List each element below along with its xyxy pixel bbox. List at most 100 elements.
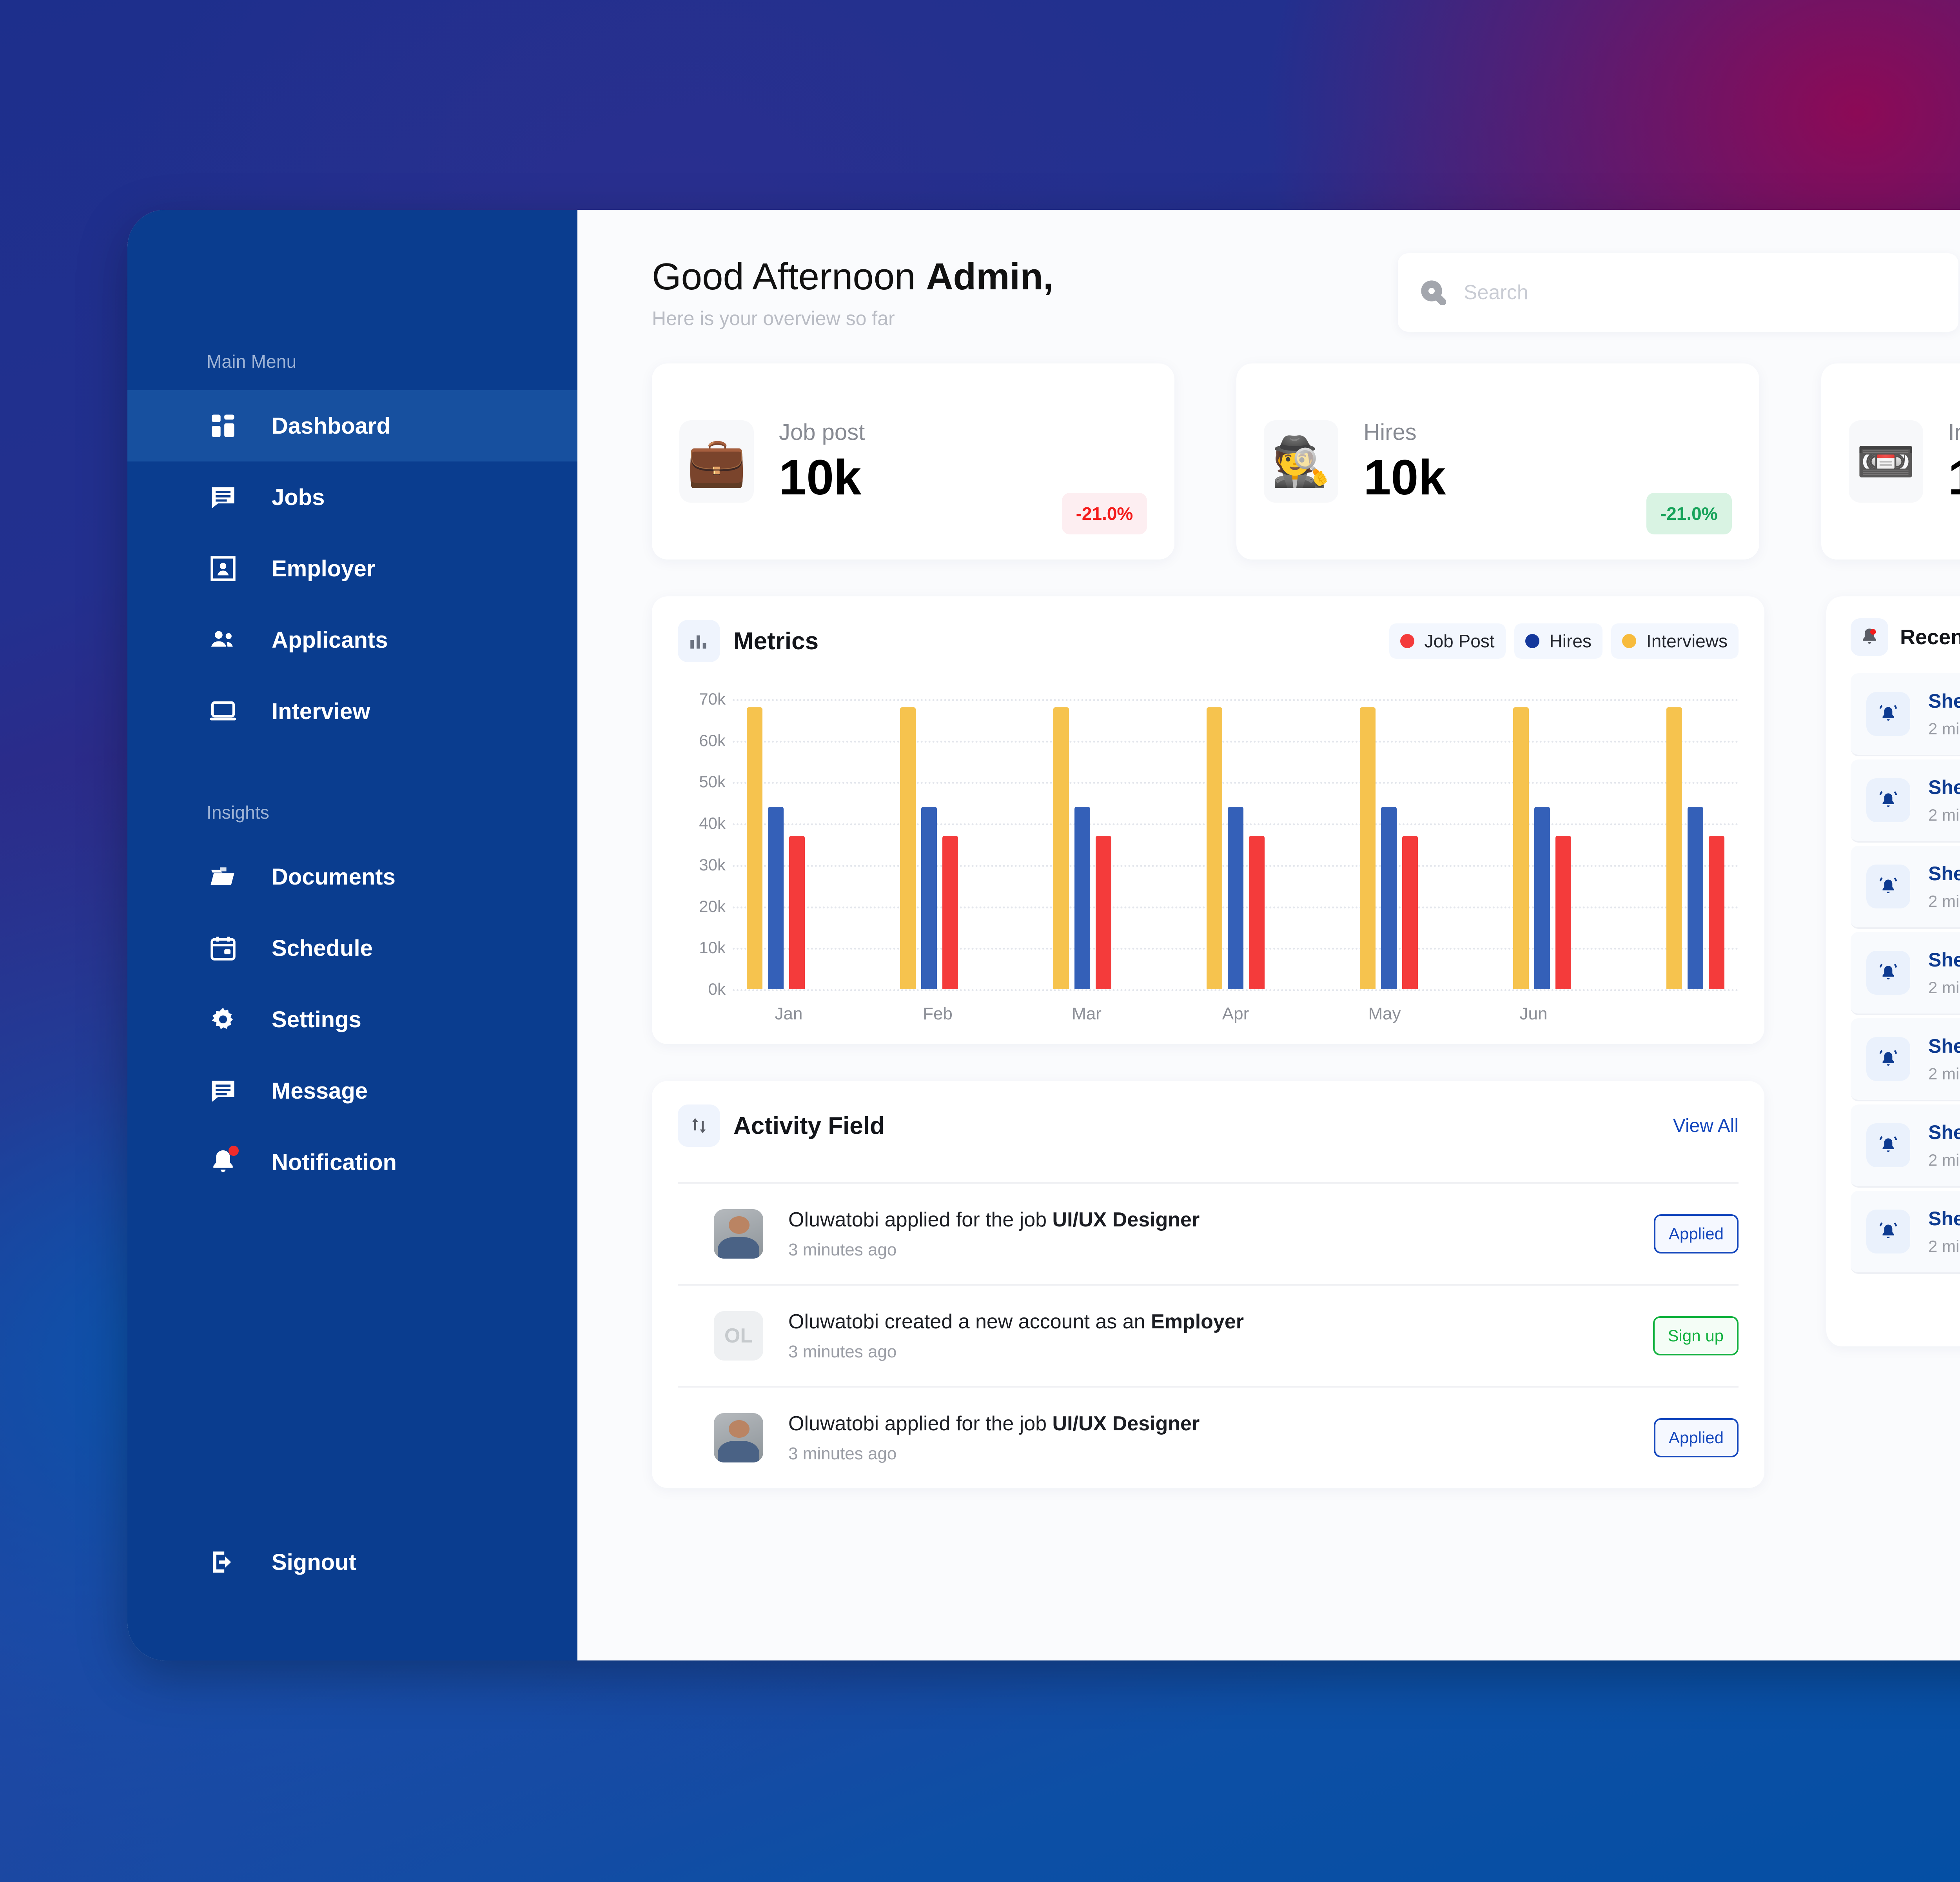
search-input[interactable] — [1463, 281, 1936, 304]
stat-emoji-icon: 💼 — [679, 420, 754, 503]
sidebar-item-applicants[interactable]: Applicants — [127, 604, 577, 676]
notification-text: Shell Just Posted a job 2 mins ago — [1928, 1207, 1960, 1256]
status-badge[interactable]: Sign up — [1653, 1316, 1739, 1355]
notification-badge-dot — [229, 1146, 239, 1156]
notification-text: Shell Just Posted a job 2 mins ago — [1928, 1121, 1960, 1170]
activity-title-text: Oluwatobi applied for the job UI/UX Desi… — [788, 1208, 1200, 1231]
notification-row[interactable]: Shell Just Posted a job 2 mins ago — [1851, 1191, 1960, 1274]
bar[interactable] — [1228, 807, 1243, 989]
notification-row[interactable]: Shell Just Posted a job 2 mins ago — [1851, 1104, 1960, 1188]
y-axis-tick: 0k — [708, 980, 726, 998]
search-icon — [1421, 280, 1446, 305]
bar[interactable] — [1402, 836, 1418, 989]
activity-title: Activity Field — [733, 1112, 885, 1139]
sidebar-item-jobs[interactable]: Jobs — [127, 461, 577, 533]
activity-title-text: Oluwatobi applied for the job UI/UX Desi… — [788, 1412, 1200, 1435]
bar[interactable] — [1074, 807, 1090, 989]
bar[interactable] — [1666, 707, 1682, 989]
y-axis-tick: 20k — [699, 897, 726, 916]
sidebar-item-interview[interactable]: Interview — [127, 676, 577, 747]
stat-label: Interviews — [1948, 420, 1960, 445]
notification-row[interactable]: Shell Just Posted a job 2 mins ago — [1851, 673, 1960, 756]
bar[interactable] — [768, 807, 784, 989]
bar[interactable] — [1555, 836, 1571, 989]
bar[interactable] — [1709, 836, 1724, 989]
bar[interactable] — [1053, 707, 1069, 989]
bar[interactable] — [1381, 807, 1397, 989]
notification-row[interactable]: Shell Just Posted a job 2 mins ago — [1851, 1018, 1960, 1101]
activity-row[interactable]: Oluwatobi applied for the job UI/UX Desi… — [678, 1182, 1739, 1284]
notification-row[interactable]: Shell Just Posted a job 2 mins ago — [1851, 932, 1960, 1015]
sidebar-item-documents[interactable]: Documents — [127, 841, 577, 912]
bar[interactable] — [1534, 807, 1550, 989]
greeting-name: Admin, — [926, 256, 1054, 298]
people-icon — [204, 621, 242, 659]
stat-value: 10k — [779, 450, 862, 505]
bar[interactable] — [789, 836, 805, 989]
status-badge[interactable]: Applied — [1653, 1214, 1739, 1253]
bar-groups — [733, 699, 1739, 989]
activity-list: Oluwatobi applied for the job UI/UX Desi… — [678, 1182, 1739, 1488]
notifications-header: Recent Notification Delete All — [1851, 618, 1960, 656]
sidebar-item-message[interactable]: Message — [127, 1055, 577, 1126]
sidebar-item-signout[interactable]: Signout — [127, 1526, 577, 1598]
activity-timestamp: 3 minutes ago — [788, 1342, 897, 1361]
activity-timestamp: 3 minutes ago — [788, 1240, 897, 1259]
signout-icon — [204, 1543, 242, 1581]
bar[interactable] — [942, 836, 958, 989]
x-axis-tick: Mar — [1072, 1004, 1102, 1023]
sidebar-item-notification[interactable]: Notification — [127, 1126, 577, 1198]
bell-alert-icon — [1851, 618, 1888, 656]
legend-item[interactable]: Interviews — [1611, 623, 1739, 659]
bar[interactable] — [900, 707, 916, 989]
bar[interactable] — [921, 807, 937, 989]
legend-item[interactable]: Hires — [1514, 623, 1602, 659]
bar[interactable] — [1360, 707, 1376, 989]
legend-color-dot — [1525, 634, 1539, 648]
page-subtitle: Here is your overview so far — [652, 307, 895, 329]
bar-group — [1513, 699, 1571, 989]
notification-title: Shell Just Posted a job — [1928, 1208, 1960, 1230]
activity-row[interactable]: Oluwatobi applied for the job UI/UX Desi… — [678, 1386, 1739, 1488]
notification-text: Shell Just Posted a job 2 mins ago — [1928, 948, 1960, 997]
bar[interactable] — [1688, 807, 1703, 989]
notification-text: Shell Just Posted a job 2 mins ago — [1928, 862, 1960, 911]
notification-timestamp: 2 mins ago — [1928, 1237, 1960, 1255]
x-axis-tick: Feb — [923, 1004, 953, 1023]
bar[interactable] — [1513, 707, 1529, 989]
sidebar-item-label: Schedule — [272, 935, 373, 961]
sidebar-item-settings[interactable]: Settings — [127, 984, 577, 1055]
legend-label: Interviews — [1646, 631, 1728, 651]
legend-item[interactable]: Job Post — [1389, 623, 1506, 659]
notification-text: Shell Just Posted a job 2 mins ago — [1928, 776, 1960, 825]
gear-icon — [204, 1001, 242, 1038]
activity-timestamp: 3 minutes ago — [788, 1444, 897, 1463]
activity-view-all-link[interactable]: View All — [1673, 1115, 1739, 1136]
bar[interactable] — [747, 707, 762, 989]
sidebar-item-dashboard[interactable]: Dashboard — [127, 390, 577, 461]
sidebar-item-schedule[interactable]: Schedule — [127, 912, 577, 984]
status-badge[interactable]: Applied — [1653, 1418, 1739, 1457]
sidebar-item-label: Signout — [272, 1549, 356, 1575]
bar-group — [1207, 699, 1265, 989]
notification-row[interactable]: Shell Just Posted a job 2 mins ago — [1851, 759, 1960, 843]
bar[interactable] — [1207, 707, 1222, 989]
greeting-prefix: Good Afternoon — [652, 256, 926, 298]
bar[interactable] — [1249, 836, 1265, 989]
stat-body: Interviews 10k — [1948, 419, 1960, 503]
notification-row[interactable]: Shell Just Posted a job 2 mins ago — [1851, 846, 1960, 929]
bar-group — [1666, 699, 1724, 989]
sidebar-item-employer[interactable]: Employer — [127, 533, 577, 604]
notification-title: Shell Just Posted a job — [1928, 690, 1960, 712]
chat-icon — [204, 478, 242, 516]
activity-row[interactable]: OL Oluwatobi created a new account as an … — [678, 1284, 1739, 1386]
search-box[interactable] — [1397, 253, 1958, 332]
bar[interactable] — [1096, 836, 1111, 989]
page-title: Good Afternoon Admin, — [652, 255, 1054, 298]
contact-card-icon — [204, 550, 242, 587]
calendar-icon — [204, 929, 242, 967]
bell-icon — [1866, 951, 1910, 995]
topbar: Good Afternoon Admin, Here is your overv… — [652, 247, 1960, 338]
notifications-view-all-link[interactable]: View All — [1851, 1302, 1960, 1324]
app-window: Main Menu Dashboard Jobs Employer — [127, 210, 1960, 1660]
